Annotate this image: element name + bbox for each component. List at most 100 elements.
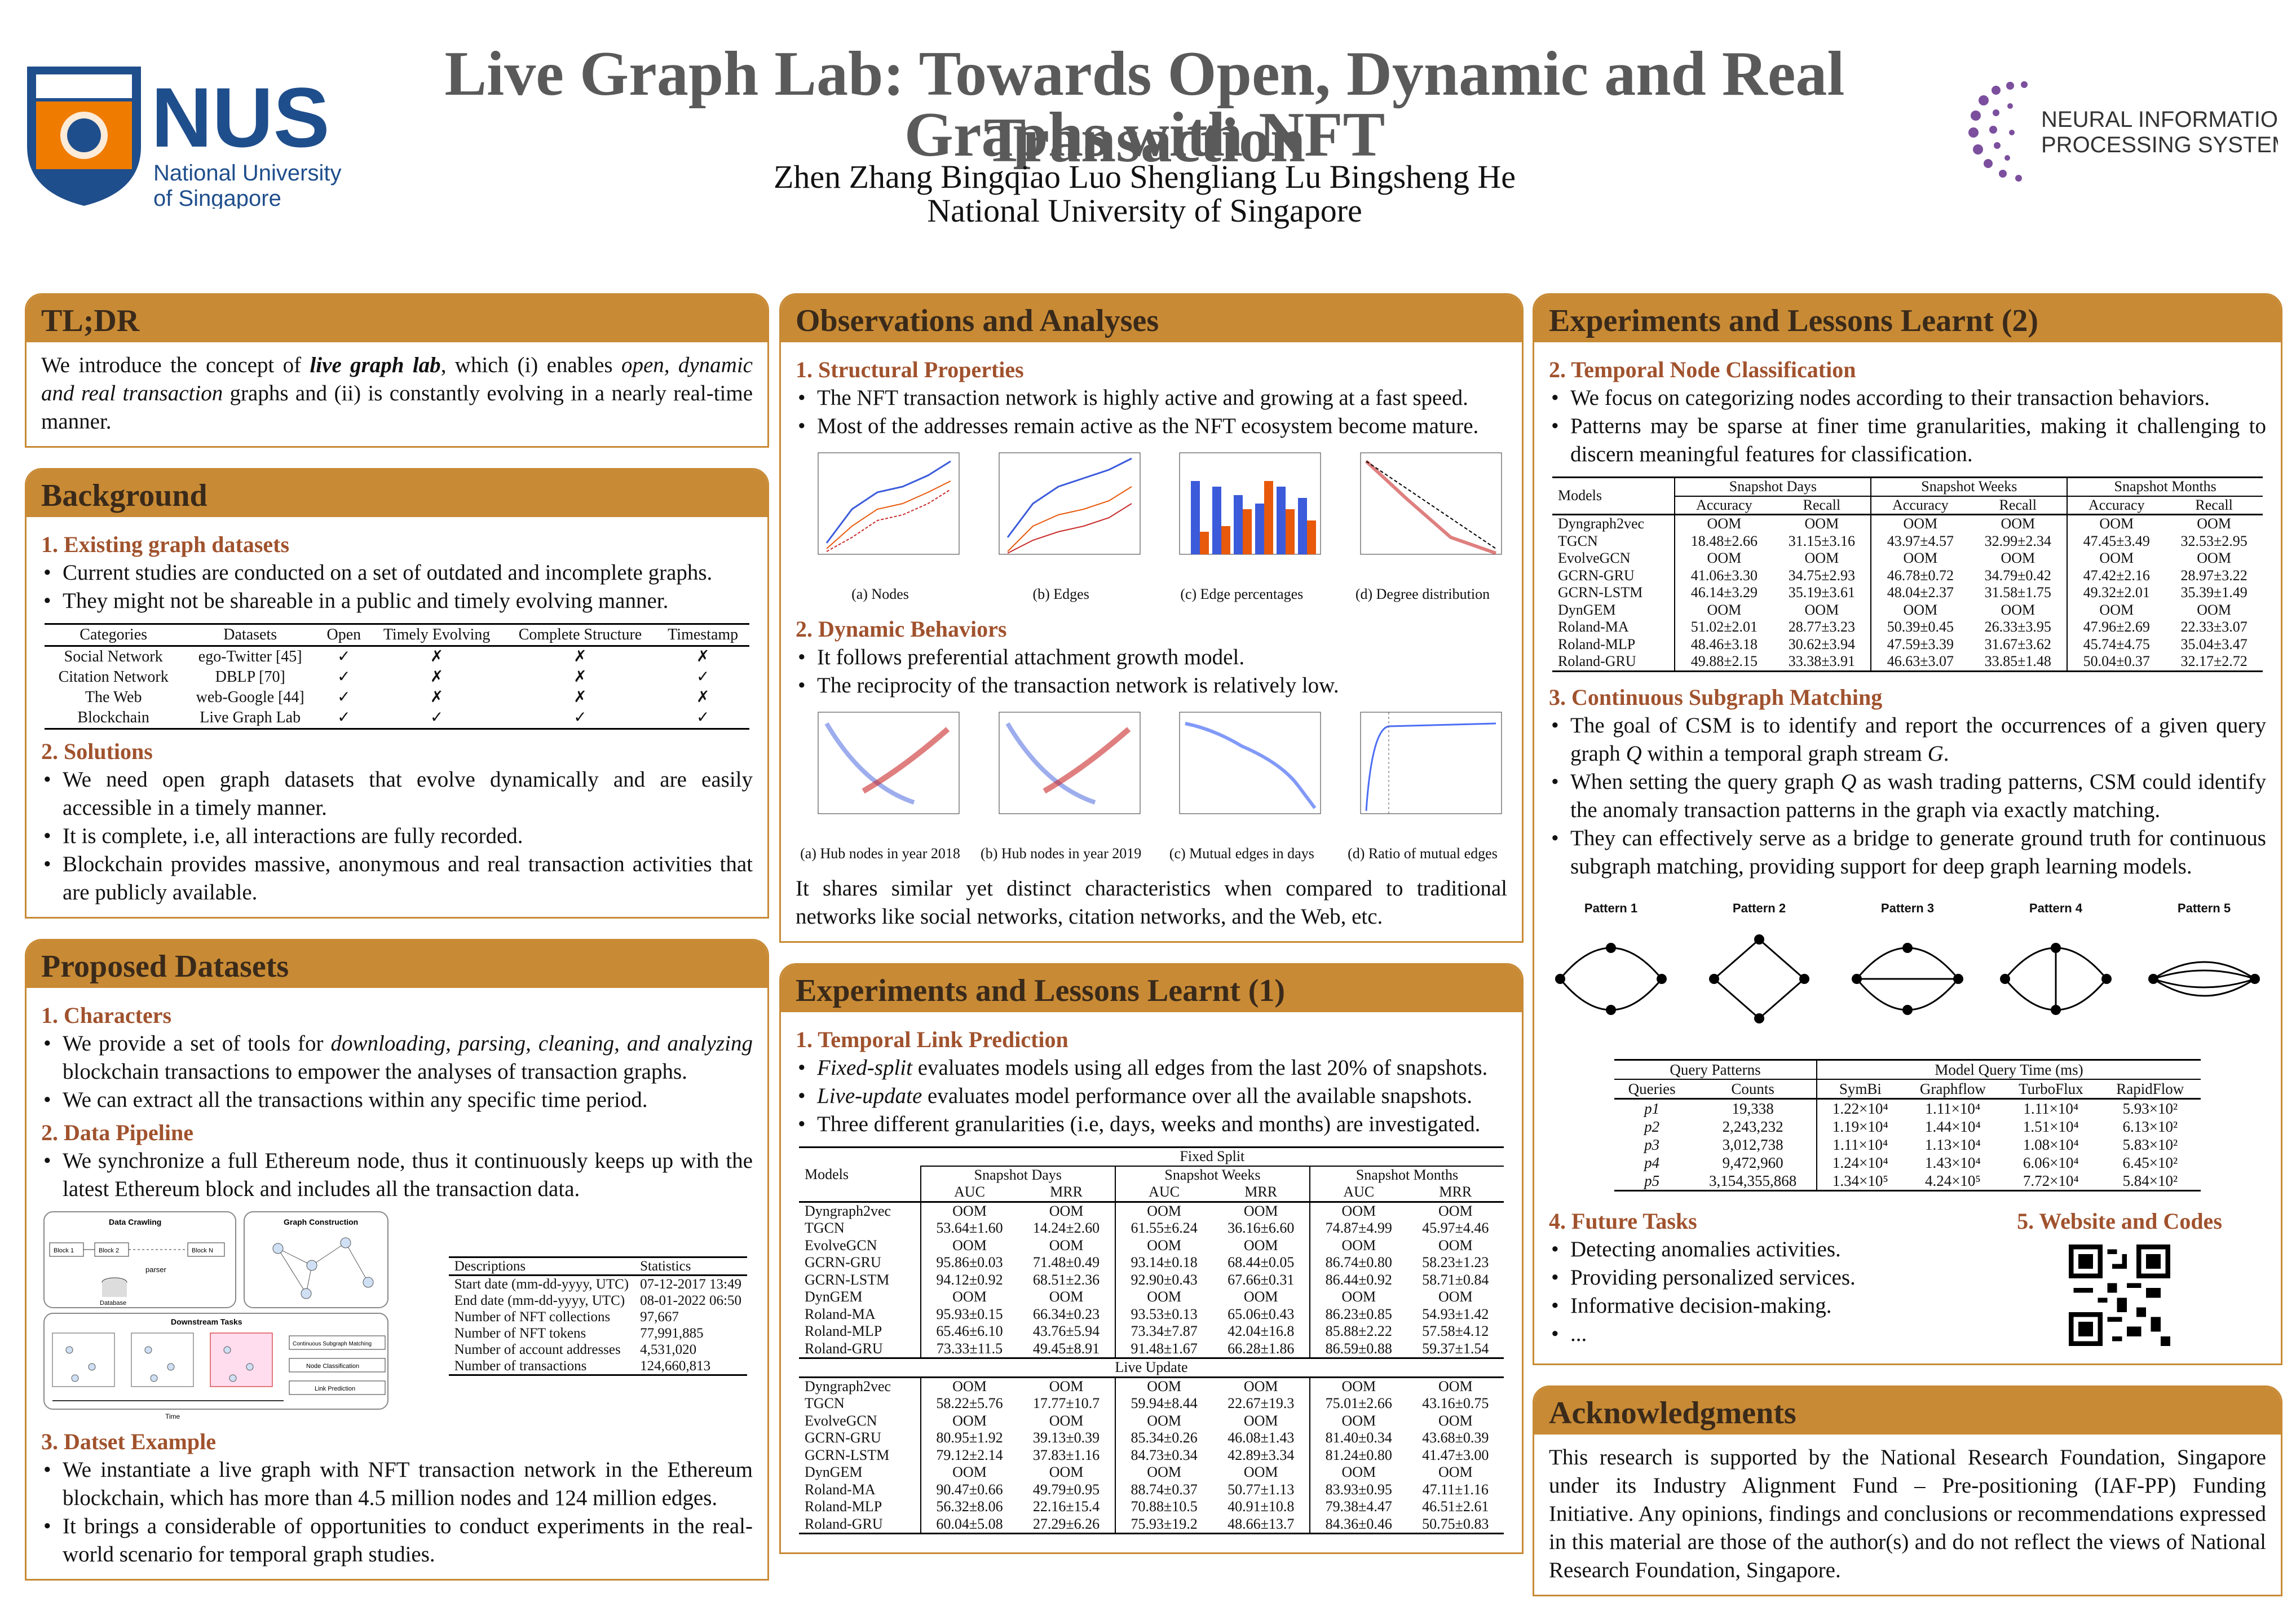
table-row: Roland-MLP 56.32±8.06 22.16±15.4 70.88±10.5… xyxy=(805,1498,1489,1516)
section-title: TL;DR xyxy=(27,295,767,342)
section-title: Experiments and Lessons Learnt (1) xyxy=(781,965,1522,1012)
table-row: Roland-GRU 60.04±5.08 27.29±6.26 75.93±19.2… xyxy=(799,1515,1504,1534)
bullet: They might not be shareable in a public … xyxy=(41,587,753,615)
section-proposed-datasets: Proposed Datasets 1. Characters We provi… xyxy=(25,939,769,1581)
table-row: Number of transactions 124,660,813 xyxy=(448,1358,747,1375)
bullet: They can effectively serve as a bridge t… xyxy=(1549,824,2266,881)
bullet: Patterns may be sparse at finer time gra… xyxy=(1549,412,2266,469)
subheading: 2. Temporal Node Classification xyxy=(1549,357,1856,382)
figure-edges: (b) Edges xyxy=(977,447,1146,608)
subheading: 1. Structural Properties xyxy=(796,357,1024,382)
table-row: EvolveGCN OOM OOM OOM OOM OOM OOM xyxy=(805,1412,1473,1429)
table-row: EvolveGCN OOM OOM OOM OOM OOM OOM xyxy=(805,1237,1473,1254)
nus-wordmark: NUS xyxy=(151,70,330,165)
table-row: EvolveGCN OOM OOM OOM OOM OOM OOM xyxy=(1558,550,2231,567)
table-row: Roland-GRU 49.88±2.15 33.38±3.91 46.63±3.07… xyxy=(1552,653,2263,671)
table-row: TGCN 58.22±5.76 17.77±10.7 59.94±8.44 22.67±… xyxy=(805,1395,1489,1413)
subheading: 3. Continuous Subgraph Matching xyxy=(1549,684,1883,710)
caption: (c) Edge percentages xyxy=(1180,586,1304,602)
table-row: Roland-GRU 73.33±11.5 49.45±8.91 91.48±1.67… xyxy=(799,1340,1504,1358)
pattern-4: Pattern 4 xyxy=(1994,894,2118,1045)
table-row: DynGEM OOM OOM OOM OOM OOM OOM xyxy=(805,1288,1473,1306)
subheading: 3. Datset Example xyxy=(41,1429,216,1454)
section-title: Observations and Analyses xyxy=(781,295,1522,342)
subheading: 1. Temporal Link Prediction xyxy=(796,1027,1068,1052)
section-background: Background 1. Existing graph datasets Cu… xyxy=(25,468,769,919)
bullet: It is complete, i.e, all interactions ar… xyxy=(41,822,753,850)
neurips-logo: NEURAL INFORMATION PROCESSING SYSTEMS xyxy=(1962,73,2296,194)
nus-logo: NUS National University of Singapore xyxy=(23,62,350,211)
observation-summary: It shares similar yet distinct character… xyxy=(796,876,1507,929)
section-experiments-1: Experiments and Lessons Learnt (1) 1. Te… xyxy=(779,963,1524,1554)
nus-subtitle-2: of Singapore xyxy=(153,186,281,209)
section-title: Acknowledgments xyxy=(1534,1387,2281,1435)
neurips-line1: NEURAL INFORMATION xyxy=(2041,107,2278,132)
caption: (d) Ratio of mutual edges xyxy=(1348,845,1498,862)
bullet: We need open graph datasets that evolve … xyxy=(41,766,753,822)
subheading: 4. Future Tasks xyxy=(1549,1208,1697,1234)
poster-header: NUS National University of Singapore Liv… xyxy=(0,0,2296,271)
svg-text:Downstream Tasks: Downstream Tasks xyxy=(171,1317,242,1326)
query-time-table: Query Patterns Model Query Time (ms) Quer… xyxy=(1614,1059,2201,1191)
column-left: TL;DR We introduce the concept of live g… xyxy=(25,293,769,1601)
table-row: The Web web-Google [44] ✓ ✗ ✗ ✗ xyxy=(85,689,710,706)
svg-text:Data Crawling: Data Crawling xyxy=(109,1217,161,1226)
table-row: GCRN-GRU 41.06±3.30 34.75±2.93 46.78±0.72 34… xyxy=(1558,567,2248,584)
subheading: 1. Characters xyxy=(41,1003,172,1028)
table-row: Number of NFT collections 97,667 xyxy=(454,1309,679,1325)
bullet: The reciprocity of the transaction netwo… xyxy=(796,672,1507,700)
subheading: 1. Existing graph datasets xyxy=(41,532,290,557)
pattern-2: Pattern 2 xyxy=(1697,894,1821,1045)
bullet: We synchronize a full Ethereum node, thu… xyxy=(41,1147,753,1203)
svg-text:Block 1: Block 1 xyxy=(54,1247,74,1254)
bullet: We can extract all the transactions with… xyxy=(41,1086,753,1114)
figure-mutual-ratio: (d) Ratio of mutual edges xyxy=(1338,707,1507,868)
table-row: p3 3,012,738 1.11×10⁴ 1.13×10⁴ 1.08×10⁴ 5.83×… xyxy=(1644,1135,2178,1154)
table-row: Social Network ego-Twitter [45] ✓ ✗ ✗ ✗ xyxy=(64,648,710,665)
qr-code-icon[interactable] xyxy=(2069,1244,2170,1346)
bullet: Three different granularities (i.e, days… xyxy=(796,1110,1507,1138)
section-title: Background xyxy=(27,470,767,517)
pattern-3: Pattern 3 xyxy=(1845,894,1970,1045)
table-row: p5 3,154,355,868 1.34×10⁵ 4.24×10⁵ 7.72×10⁴ 5… xyxy=(1614,1171,2201,1190)
wash-trading-patterns: Pattern 1 Pattern 2 Pattern 3 Pattern 4 … xyxy=(1549,894,2266,1045)
subheading: 5. Website and Codes xyxy=(2017,1208,2222,1234)
table-row: Dyngraph2vec OOM OOM OOM OOM OOM OOM xyxy=(1558,514,2231,533)
link-prediction-table: Models Fixed Split Snapshot Days Snapshot … xyxy=(799,1146,1504,1534)
svg-text:Block 2: Block 2 xyxy=(99,1247,119,1254)
table-row: GCRN-LSTM 94.12±0.92 68.51±2.36 92.90±0.43 6… xyxy=(805,1271,1489,1288)
caption: (b) Hub nodes in year 2019 xyxy=(981,845,1142,862)
svg-text:Graph Construction: Graph Construction xyxy=(284,1217,358,1226)
bullet: When setting the query graph Q as wash t… xyxy=(1549,768,2266,824)
bullet: It brings a considerable of opportunitie… xyxy=(41,1512,753,1569)
table-row: p2 2,243,232 1.19×10⁴ 1.44×10⁴ 1.51×10⁴ 6.13×… xyxy=(1644,1117,2178,1136)
subheading: 2. Data Pipeline xyxy=(41,1120,193,1145)
section-title: Proposed Datasets xyxy=(27,941,767,988)
table-row: DynGEM OOM OOM OOM OOM OOM OOM xyxy=(1558,601,2231,619)
table-row: Roland-MA 90.47±0.66 49.79±0.95 88.74±0.37 5… xyxy=(805,1481,1489,1498)
table-row: Start date (mm-dd-yyyy, UTC) 07-12-2017 1… xyxy=(454,1277,741,1292)
authors: Zhen Zhang Bingqiao Luo Shengliang Lu Bi… xyxy=(773,158,1516,195)
tldr-text: We introduce the concept of live graph l… xyxy=(41,353,753,434)
bullet: We provide a set of tools for downloadin… xyxy=(41,1030,753,1086)
section-acknowledgments: Acknowledgments This research is support… xyxy=(1533,1385,2282,1596)
table-row: GCRN-GRU 80.95±1.92 39.13±0.39 85.34±0.26 46… xyxy=(805,1429,1489,1447)
table-row: Number of account addresses 4,531,020 xyxy=(454,1342,697,1357)
caption: (a) Nodes xyxy=(851,586,909,602)
bullet: Most of the addresses remain active as t… xyxy=(796,412,1507,440)
table-row: p1 19,338 1.22×10⁴ 1.11×10⁴ 1.11×10⁴ 5.93×10² xyxy=(1614,1098,2201,1118)
table-row: Citation Network DBLP [70] ✓ ✗ ✗ ✓ xyxy=(58,668,710,686)
svg-text:Node Classification: Node Classification xyxy=(306,1363,359,1370)
table-row: TGCN 53.64±1.60 14.24±2.60 61.55±6.24 36.16±… xyxy=(805,1220,1489,1237)
svg-text:parser: parser xyxy=(145,1265,167,1274)
table-row: Roland-MA 95.93±0.15 66.34±0.23 93.53±0.13 6… xyxy=(805,1305,1489,1323)
caption: (c) Mutual edges in days xyxy=(1169,845,1314,862)
caption: (b) Edges xyxy=(1032,586,1089,602)
column-middle: Observations and Analyses 1. Structural … xyxy=(779,293,1524,1574)
bullet: Providing personalized services. xyxy=(1549,1264,1944,1292)
table-row: TGCN 18.48±2.66 31.15±3.16 43.97±4.57 32.99±… xyxy=(1558,532,2248,550)
bullet: The NFT transaction network is highly ac… xyxy=(796,384,1507,412)
section-experiments-2: Experiments and Lessons Learnt (2) 2. Te… xyxy=(1533,293,2282,1365)
node-classification-table: Models Snapshot Days Snapshot Weeks Snapsho… xyxy=(1552,476,2263,672)
table-row: DynGEM OOM OOM OOM OOM OOM OOM xyxy=(805,1464,1473,1481)
